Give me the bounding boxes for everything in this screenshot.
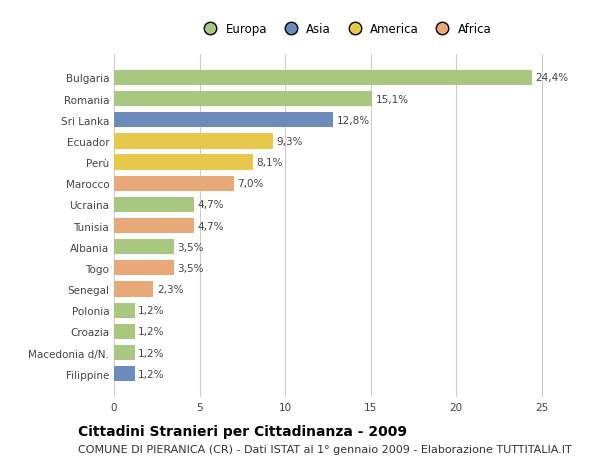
Bar [114,345,134,360]
Text: 4,7%: 4,7% [198,221,224,231]
Text: 2,3%: 2,3% [157,285,183,294]
Text: 8,1%: 8,1% [256,158,283,168]
Bar [114,261,174,276]
Text: 3,5%: 3,5% [178,263,204,273]
Text: COMUNE DI PIERANICA (CR) - Dati ISTAT al 1° gennaio 2009 - Elaborazione TUTTITAL: COMUNE DI PIERANICA (CR) - Dati ISTAT al… [78,444,572,454]
Text: 7,0%: 7,0% [237,179,263,189]
Bar [114,113,333,128]
Legend: Europa, Asia, America, Africa: Europa, Asia, America, Africa [199,23,491,36]
Bar [114,197,194,213]
Text: 1,2%: 1,2% [138,327,164,336]
Text: 24,4%: 24,4% [535,73,568,83]
Text: 1,2%: 1,2% [138,306,164,315]
Bar [114,218,194,234]
Text: 12,8%: 12,8% [337,116,370,125]
Text: Cittadini Stranieri per Cittadinanza - 2009: Cittadini Stranieri per Cittadinanza - 2… [78,425,407,438]
Bar [114,324,134,339]
Bar [114,134,273,149]
Text: 1,2%: 1,2% [138,369,164,379]
Text: 15,1%: 15,1% [376,95,409,104]
Bar [114,176,234,191]
Bar [114,282,154,297]
Bar [114,366,134,381]
Text: 1,2%: 1,2% [138,348,164,358]
Text: 3,5%: 3,5% [178,242,204,252]
Bar [114,303,134,318]
Text: 4,7%: 4,7% [198,200,224,210]
Bar [114,92,373,107]
Bar [114,240,174,255]
Bar [114,71,532,86]
Text: 9,3%: 9,3% [277,137,303,146]
Bar [114,155,253,170]
